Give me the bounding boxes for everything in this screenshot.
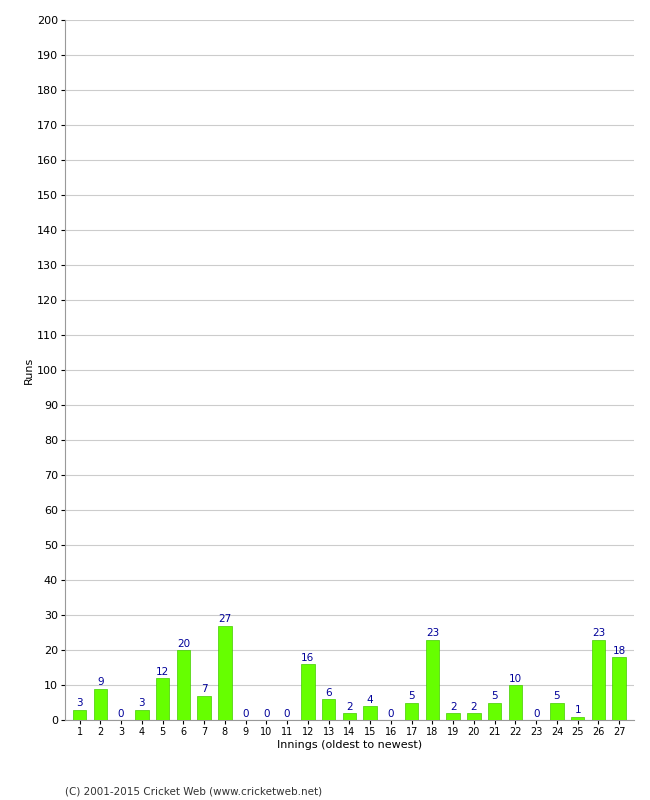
Bar [363, 706, 377, 720]
Bar [156, 678, 169, 720]
Text: 2: 2 [471, 702, 477, 712]
Text: 7: 7 [201, 685, 207, 694]
Bar [426, 639, 439, 720]
Bar [322, 699, 335, 720]
Text: 0: 0 [533, 709, 540, 719]
Bar [509, 685, 522, 720]
Text: 4: 4 [367, 695, 374, 705]
Text: 23: 23 [592, 629, 605, 638]
Text: 6: 6 [325, 688, 332, 698]
Text: 0: 0 [118, 709, 124, 719]
Text: 3: 3 [76, 698, 83, 709]
Text: 5: 5 [554, 691, 560, 702]
Text: 16: 16 [301, 653, 315, 663]
Text: 27: 27 [218, 614, 231, 625]
Bar [571, 717, 584, 720]
Bar [550, 702, 564, 720]
Y-axis label: Runs: Runs [24, 356, 34, 384]
Bar [592, 639, 605, 720]
Bar [177, 650, 190, 720]
Text: 5: 5 [408, 691, 415, 702]
Bar [301, 664, 315, 720]
Text: 10: 10 [509, 674, 522, 684]
Bar [488, 702, 501, 720]
Text: 9: 9 [97, 678, 103, 687]
Text: 12: 12 [156, 667, 169, 677]
Bar [218, 626, 231, 720]
Bar [612, 657, 626, 720]
Text: 2: 2 [346, 702, 353, 712]
X-axis label: Innings (oldest to newest): Innings (oldest to newest) [277, 740, 422, 750]
Text: 0: 0 [263, 709, 270, 719]
Text: 18: 18 [612, 646, 626, 656]
Text: 23: 23 [426, 629, 439, 638]
Bar [73, 710, 86, 720]
Text: 0: 0 [284, 709, 291, 719]
Bar [198, 695, 211, 720]
Text: 2: 2 [450, 702, 456, 712]
Bar [135, 710, 149, 720]
Bar [94, 689, 107, 720]
Text: 0: 0 [387, 709, 394, 719]
Bar [405, 702, 419, 720]
Text: 20: 20 [177, 639, 190, 649]
Text: 0: 0 [242, 709, 249, 719]
Text: 1: 1 [575, 706, 581, 715]
Text: (C) 2001-2015 Cricket Web (www.cricketweb.net): (C) 2001-2015 Cricket Web (www.cricketwe… [65, 786, 322, 796]
Text: 3: 3 [138, 698, 145, 709]
Text: 5: 5 [491, 691, 498, 702]
Bar [343, 713, 356, 720]
Bar [467, 713, 480, 720]
Bar [447, 713, 460, 720]
